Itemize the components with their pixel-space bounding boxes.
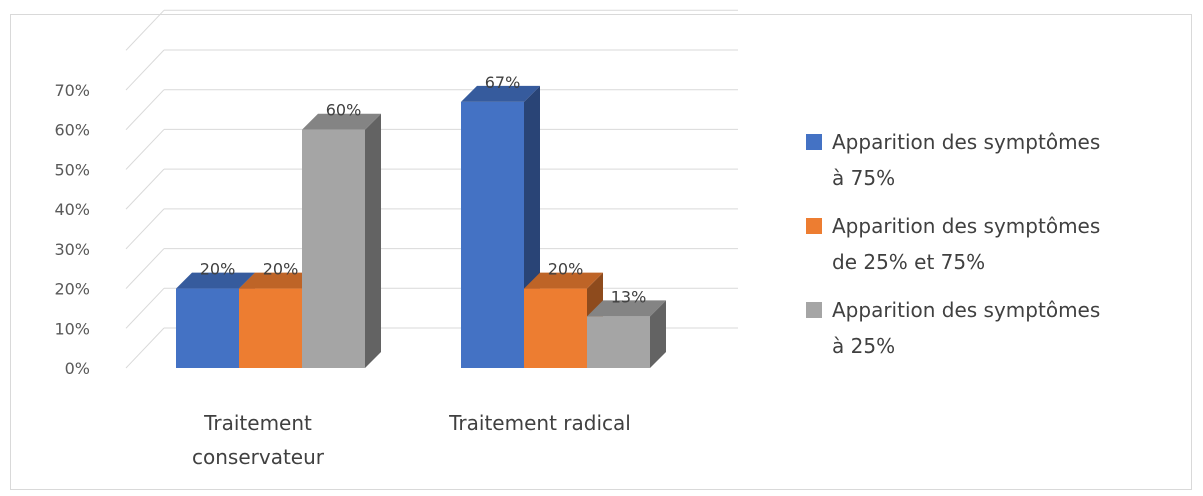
legend-swatch-1	[806, 218, 822, 234]
bar	[239, 288, 302, 368]
bar-top	[461, 85, 540, 102]
bar	[176, 288, 239, 368]
chart-frame	[10, 14, 1192, 490]
data-label: 60%	[326, 101, 362, 120]
gridline-depth-2	[125, 248, 165, 289]
legend-item-0: Apparition des symptômes à 75%	[806, 124, 1186, 196]
y-tick-label: 30%	[54, 240, 90, 259]
bar-side	[650, 300, 666, 368]
x-category-label: conservateur	[192, 445, 325, 469]
y-tick-label: 10%	[54, 319, 90, 338]
y-tick-label: 50%	[54, 160, 90, 179]
y-tick-label: 0%	[65, 359, 90, 378]
data-label: 13%	[611, 287, 647, 306]
x-category-label: Traitement radical	[448, 411, 631, 435]
y-tick-label: 60%	[54, 121, 90, 140]
data-label: 20%	[263, 260, 299, 279]
bar	[461, 101, 524, 369]
gridline-depth-top	[125, 9, 165, 51]
y-tick-label: 70%	[54, 81, 90, 100]
gridline-depth-7	[125, 49, 165, 91]
bar	[524, 288, 587, 368]
bar-top	[524, 272, 603, 289]
legend-item-2: Apparition des symptômes à 25%	[806, 292, 1186, 364]
bar-side	[365, 113, 381, 368]
data-label: 20%	[548, 260, 584, 279]
legend-swatch-2	[806, 302, 822, 318]
gridline-depth-4	[125, 168, 165, 210]
bar-top	[302, 113, 381, 130]
bar	[587, 316, 650, 368]
bar-top	[239, 272, 318, 289]
gridline-depth-1	[125, 287, 165, 329]
y-tick-label: 20%	[54, 280, 90, 299]
gridline-depth-0	[125, 327, 165, 369]
gridline-depth-6	[125, 89, 165, 131]
data-label: 67%	[485, 73, 521, 92]
bar-top	[176, 272, 255, 289]
y-tick-label: 40%	[54, 200, 90, 219]
legend-swatch-0	[806, 134, 822, 150]
gridline-depth-5	[125, 129, 165, 170]
bar-chart: 0% 10% 20% 30% 40% 50% 60% 70% 20% 20% 60% 67% 20% 13…	[54, 9, 738, 469]
legend: Apparition des symptômes à 75% Apparition…	[806, 124, 1186, 376]
bar	[302, 129, 365, 368]
x-category-label: Traitement	[203, 411, 312, 435]
legend-label-0: Apparition des symptômes à 75%	[832, 130, 1101, 190]
gridline-depth-3	[125, 208, 165, 250]
data-label: 20%	[200, 260, 236, 279]
bar-top	[587, 300, 666, 317]
legend-item-1: Apparition des symptômes de 25% et 75%	[806, 208, 1186, 280]
legend-label-2: Apparition des symptômes à 25%	[832, 298, 1101, 358]
legend-label-1: Apparition des symptômes de 25% et 75%	[832, 214, 1101, 274]
